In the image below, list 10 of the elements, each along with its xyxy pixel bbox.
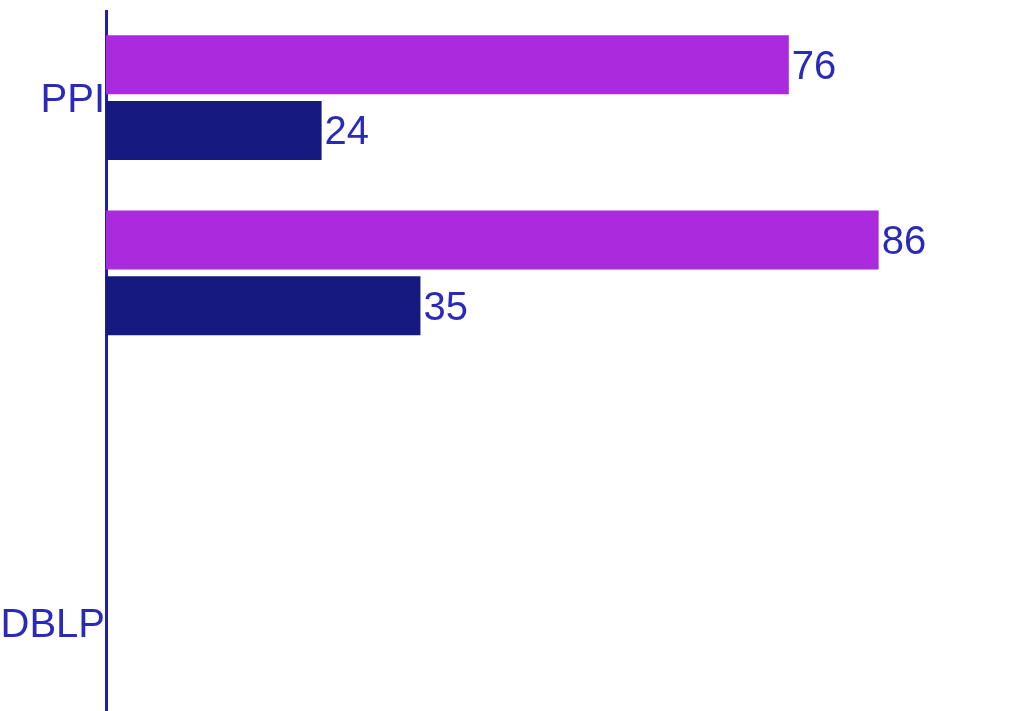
bar [106,210,879,270]
bar [106,35,789,95]
data-label: 24 [324,108,370,153]
bar [106,276,421,336]
bar [106,100,322,161]
data-label: 76 [791,42,837,87]
data-label: 35 [423,283,468,328]
y-tick-label: DBLP [0,601,105,646]
y-tick-label: PPI [40,75,105,120]
data-label: 86 [881,218,927,263]
